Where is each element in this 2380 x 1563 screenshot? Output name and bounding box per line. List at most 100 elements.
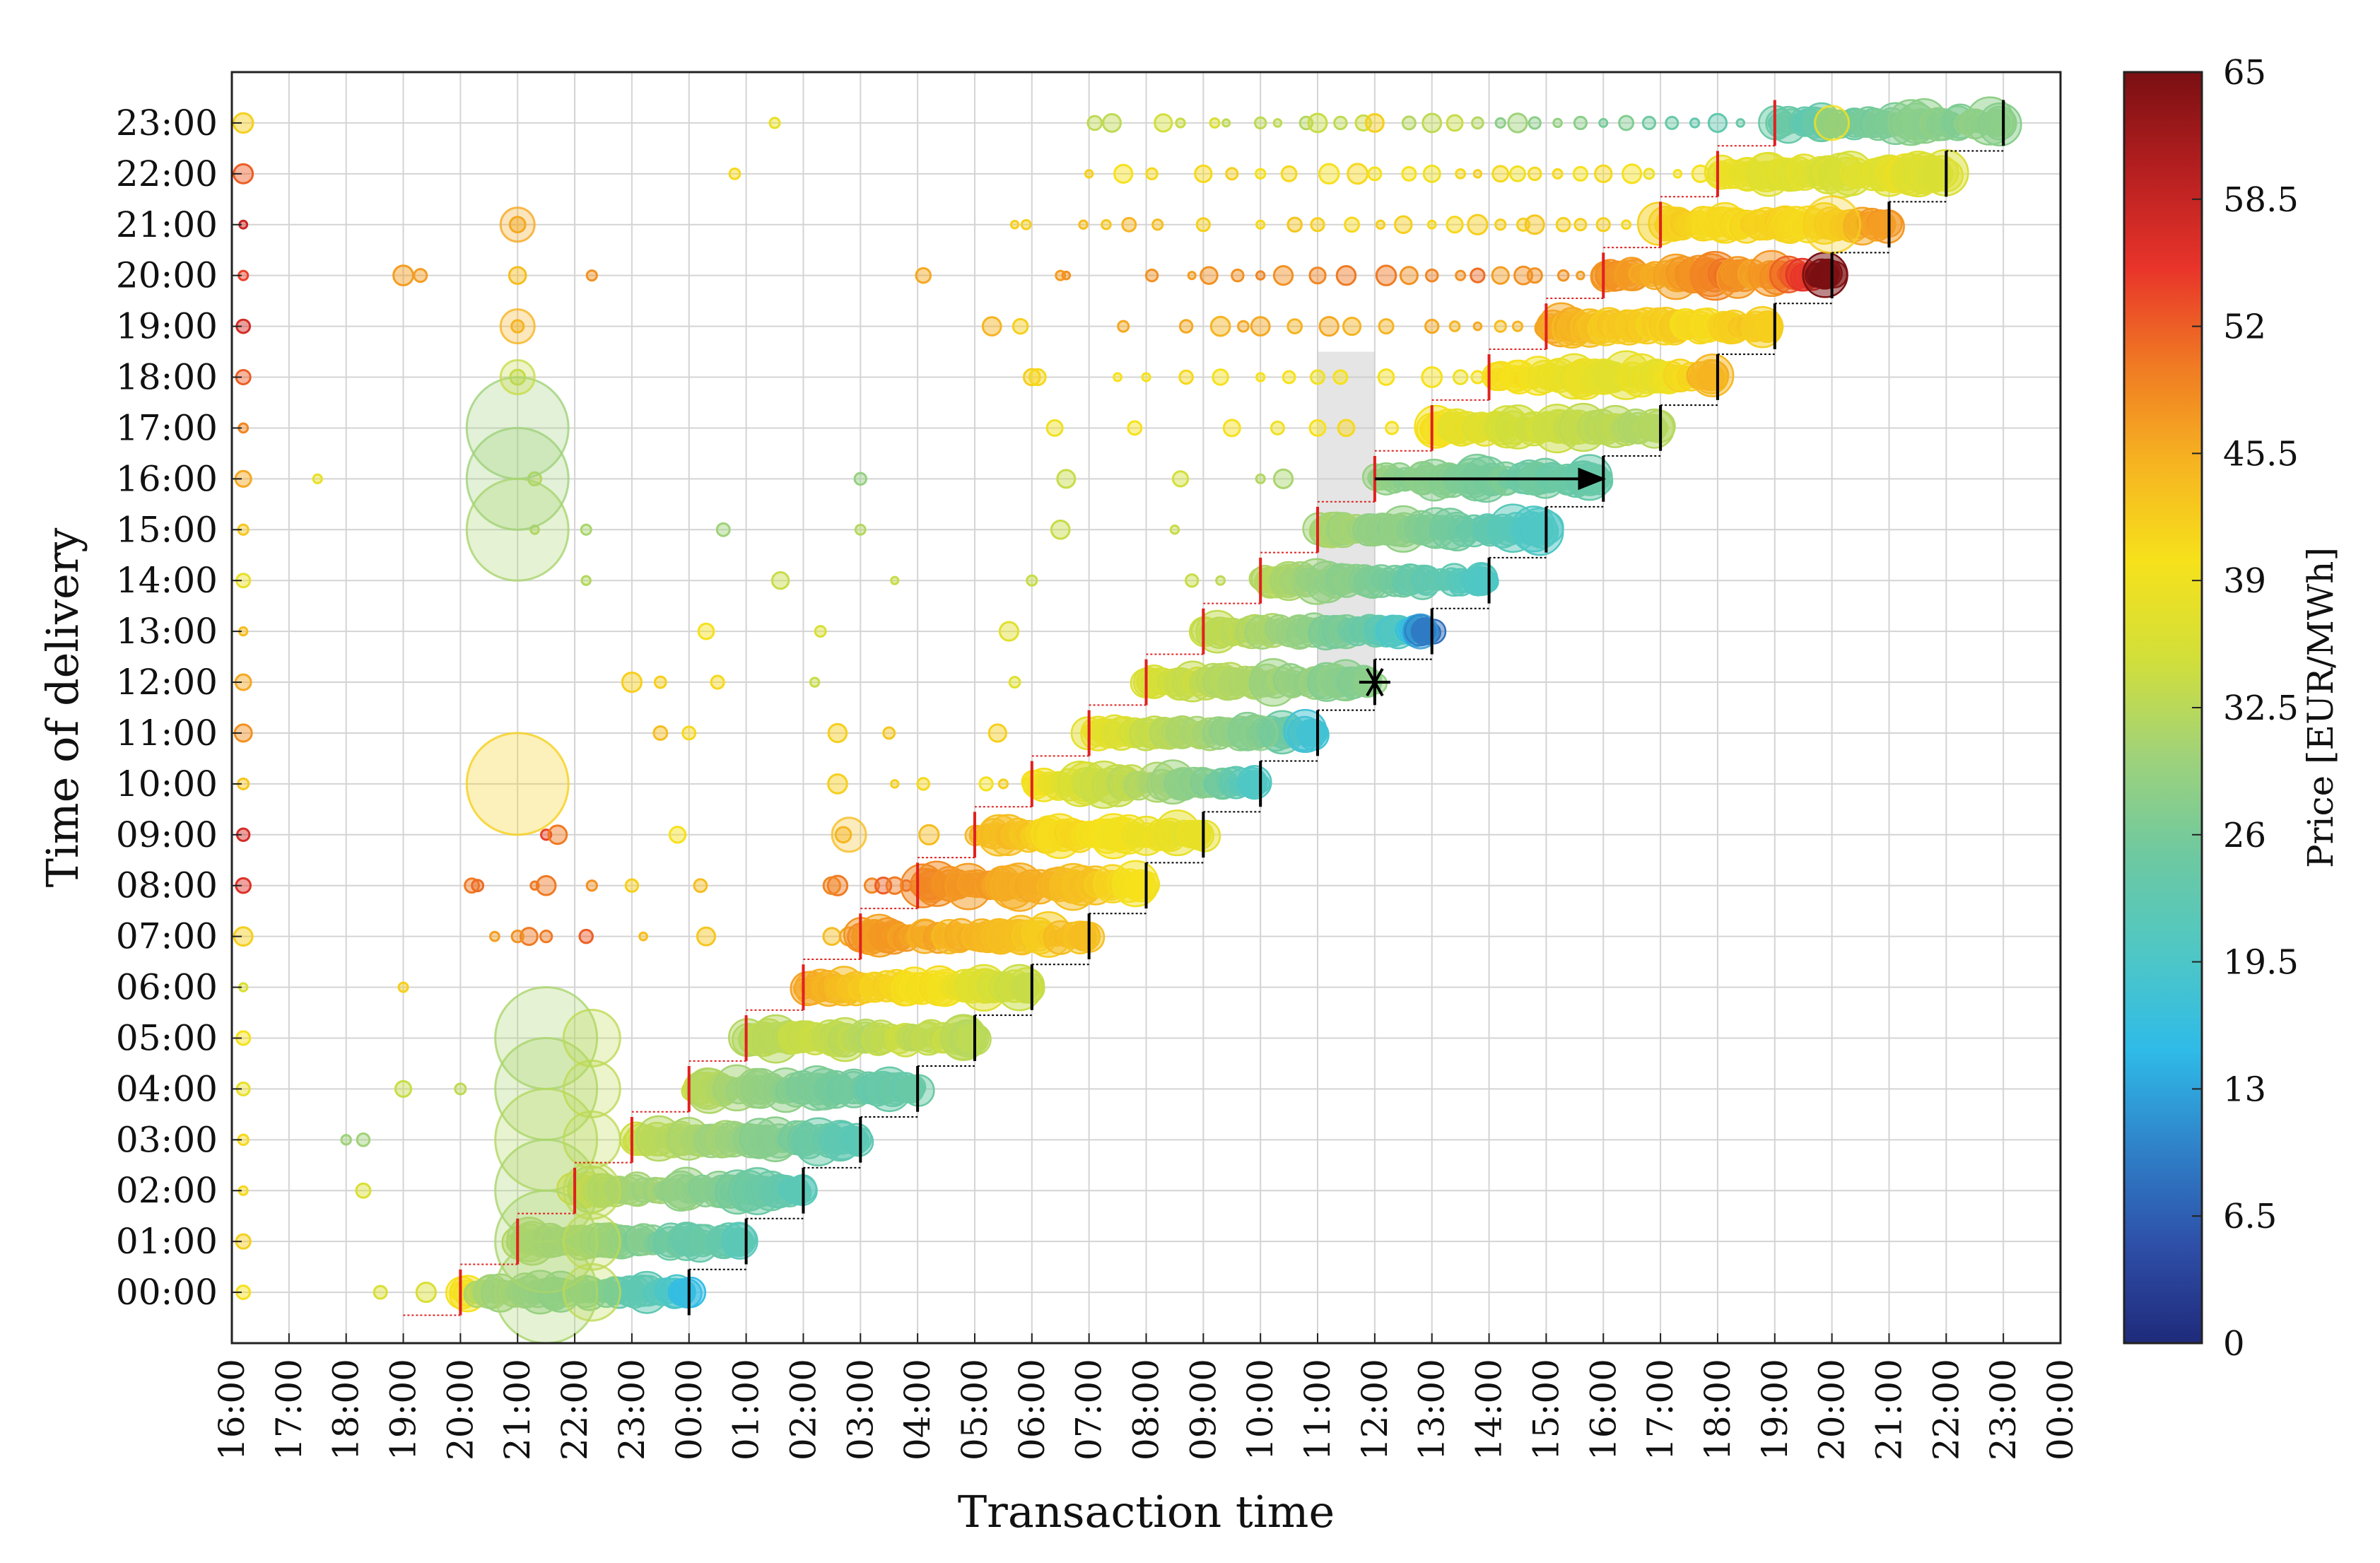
final-trade-bubble (1525, 515, 1554, 544)
trade-bubble (1426, 219, 1437, 230)
trade-bubble (454, 1082, 467, 1096)
trade-bubble (696, 926, 717, 947)
x-tick-label: 18:00 (326, 1359, 367, 1460)
colorbar-label: Price [EUR/MWh] (2300, 547, 2341, 868)
trade-bubble (1212, 368, 1229, 386)
trade-bubble (1455, 168, 1467, 180)
colorbar-tick-label: 32.5 (2223, 689, 2299, 728)
trade-bubble (1012, 317, 1029, 335)
large-bubble (831, 816, 867, 853)
trade-bubble (809, 677, 821, 688)
trade-bubble (1552, 117, 1563, 129)
colorbar-ticks: 0 6.5 13 19.5 26 32.5 39 45.5 52 58.5 65 (2192, 53, 2299, 1364)
trade-bubble (1310, 217, 1325, 233)
y-tick-label: 13:00 (116, 611, 218, 652)
trade-bubble (1255, 270, 1266, 281)
x-tick-label: 00:00 (669, 1359, 710, 1460)
trade-bubble (1318, 315, 1340, 337)
trade-bubble (1422, 164, 1441, 183)
y-tick-label: 22:00 (116, 153, 218, 194)
trade-bubble (1595, 217, 1611, 233)
trade-bubble (1572, 165, 1589, 182)
large-bubble (562, 1059, 621, 1118)
large-bubble (1802, 195, 1862, 254)
colorbar-tick-label: 45.5 (2223, 434, 2299, 474)
trade-bubble (1195, 217, 1211, 233)
trade-bubble (826, 874, 849, 896)
colorbar-tick-label: 65 (2223, 53, 2266, 93)
x-tick-label: 23:00 (611, 1359, 652, 1460)
trade-bubble (1020, 218, 1032, 230)
trade-bubble (1618, 115, 1635, 131)
trade-bubble (1185, 573, 1200, 588)
x-tick-label: 02:00 (782, 1359, 823, 1460)
x-tick-label: 00:00 (2040, 1359, 2081, 1460)
trade-bubble (1573, 115, 1588, 131)
x-tick-label: 03:00 (840, 1359, 881, 1460)
trade-bubble (356, 1132, 371, 1147)
trade-bubble (1494, 117, 1506, 129)
final-trade-bubble (1239, 769, 1268, 798)
trade-bubble (580, 575, 592, 586)
trade-bubble (1113, 372, 1123, 382)
large-bubble (562, 1008, 621, 1067)
trade-bubble (539, 929, 553, 944)
trade-bubble (1509, 165, 1526, 182)
trade-bubble (1175, 117, 1186, 129)
trade-bubble (392, 264, 414, 287)
trade-bubble (1221, 118, 1231, 128)
trade-bubble (1141, 372, 1151, 382)
trade-bubble (1026, 574, 1038, 587)
annotations (403, 100, 2005, 1316)
trade-bubble (1308, 418, 1327, 437)
trade-bubble (1707, 112, 1728, 134)
colorbar-tick-label: 58.5 (2223, 180, 2299, 220)
trade-bubble (1310, 369, 1326, 385)
trade-bubble (1394, 215, 1413, 235)
trade-bubble (1117, 320, 1130, 333)
trade-bubble (1272, 118, 1283, 128)
trade-bubble (1598, 117, 1609, 128)
trade-bubble (1194, 164, 1213, 183)
trade-bubble (1622, 163, 1643, 185)
trade-bubble (1078, 219, 1089, 230)
trade-bubble (1527, 166, 1542, 182)
trade-bubble (1401, 165, 1417, 182)
trade-bubble (1472, 169, 1483, 179)
trade-bubble (1061, 270, 1072, 281)
x-tick-label: 06:00 (1012, 1359, 1053, 1460)
x-tick-label: 08:00 (1126, 1359, 1167, 1460)
trade-bubble (397, 981, 409, 993)
trade-bubble (1308, 267, 1327, 285)
x-tick-label: 22:00 (1925, 1359, 1966, 1460)
trade-bubble (1255, 372, 1266, 382)
trade-bubble (681, 725, 697, 741)
trade-bubble (624, 878, 640, 893)
trade-bubble (1282, 370, 1296, 385)
trade-bubble (1050, 519, 1071, 540)
trade-bubble (1528, 116, 1542, 130)
trade-bubble (1641, 115, 1657, 131)
x-tick-label: 17:00 (1640, 1359, 1681, 1460)
colorbar-tick-label: 19.5 (2223, 943, 2299, 983)
y-tick-label: 16:00 (116, 458, 218, 499)
trade-bubble (1421, 112, 1443, 134)
trade-bubble (1231, 268, 1245, 283)
y-tick-label: 11:00 (116, 713, 218, 754)
trade-bubble (340, 1134, 352, 1146)
trade-bubble (1154, 113, 1173, 133)
large-bubble (562, 1110, 621, 1169)
x-tick-label: 19:00 (1754, 1359, 1795, 1460)
trade-bubble (1318, 163, 1340, 185)
trade-bubble (1672, 169, 1683, 179)
x-tick-label: 17:00 (269, 1359, 310, 1460)
trade-bubble (1056, 469, 1077, 489)
trade-bubble (1272, 468, 1294, 489)
trade-bubble (1209, 117, 1221, 129)
trade-bubble (510, 929, 524, 944)
trade-bubble (652, 725, 669, 741)
x-tick-label: 13:00 (1412, 1359, 1453, 1460)
colorbar-tick-label: 26 (2223, 816, 2266, 855)
trade-bubble (1421, 366, 1443, 388)
y-tick-label: 01:00 (116, 1221, 218, 1262)
